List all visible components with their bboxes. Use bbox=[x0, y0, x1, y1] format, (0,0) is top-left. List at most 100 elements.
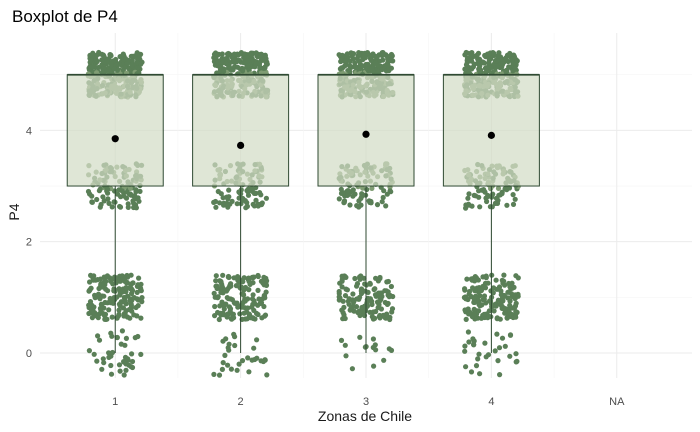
jitter-point bbox=[117, 368, 123, 374]
jitter-point bbox=[462, 286, 468, 292]
jitter-point bbox=[245, 355, 251, 361]
jitter-point bbox=[216, 316, 222, 323]
jitter-point bbox=[135, 297, 141, 303]
box bbox=[442, 74, 540, 187]
jitter-point bbox=[234, 201, 240, 207]
jitter-point bbox=[369, 301, 375, 308]
jitter-point bbox=[495, 297, 501, 303]
jitter-point bbox=[513, 351, 519, 357]
jitter-point bbox=[501, 278, 507, 284]
jitter-point bbox=[354, 283, 360, 289]
jitter-point bbox=[91, 351, 97, 357]
jitter-point bbox=[343, 353, 349, 359]
jitter-point bbox=[109, 204, 115, 210]
jitter-point bbox=[234, 367, 240, 373]
jitter-point bbox=[336, 288, 342, 295]
jitter-point bbox=[473, 363, 480, 369]
x-tick-label: 1 bbox=[112, 396, 118, 408]
jitter-point bbox=[462, 307, 468, 313]
jitter-point bbox=[234, 51, 240, 57]
jitter-point bbox=[342, 315, 348, 322]
jitter-point bbox=[350, 187, 356, 193]
jitter-point bbox=[462, 52, 468, 58]
jitter-point bbox=[507, 50, 513, 57]
jitter-point bbox=[503, 69, 509, 75]
jitter-point bbox=[88, 285, 94, 291]
jitter-point bbox=[498, 288, 504, 294]
jitter-point bbox=[381, 357, 387, 363]
jitter-point bbox=[129, 287, 136, 294]
jitter-point bbox=[96, 49, 102, 56]
jitter-point bbox=[378, 297, 384, 303]
jitter-point bbox=[356, 308, 362, 314]
jitter-point bbox=[483, 275, 489, 281]
jitter-point bbox=[216, 69, 222, 75]
jitter-point bbox=[129, 351, 135, 357]
jitter-point bbox=[94, 358, 100, 364]
jitter-point bbox=[108, 52, 114, 58]
jitter-point bbox=[106, 354, 112, 360]
jitter-point bbox=[502, 308, 508, 314]
jitter-point bbox=[248, 52, 255, 58]
jitter-point bbox=[339, 52, 345, 59]
jitter-point bbox=[100, 305, 106, 311]
jitter-point bbox=[492, 348, 498, 354]
jitter-point bbox=[471, 306, 477, 312]
jitter-point bbox=[212, 313, 218, 319]
jitter-point bbox=[211, 371, 217, 377]
jitter-point bbox=[96, 188, 102, 194]
jitter-point bbox=[500, 298, 506, 304]
jitter-point bbox=[117, 204, 124, 210]
jitter-point bbox=[389, 306, 396, 312]
jitter-point bbox=[240, 68, 246, 74]
jitter-point bbox=[261, 274, 267, 280]
jitter-point bbox=[382, 288, 388, 294]
jitter-point bbox=[463, 205, 469, 211]
jitter-point bbox=[214, 283, 220, 289]
jitter-point bbox=[513, 309, 519, 315]
jitter-point bbox=[119, 273, 125, 279]
jitter-point bbox=[135, 333, 141, 340]
jitter-point bbox=[227, 282, 233, 288]
jitter-point bbox=[353, 64, 359, 70]
jitter-point bbox=[367, 296, 373, 302]
jitter-point bbox=[211, 51, 218, 58]
jitter-point bbox=[94, 58, 100, 64]
jitter-point bbox=[344, 51, 350, 57]
jitter-point bbox=[464, 64, 470, 70]
jitter-point bbox=[514, 58, 520, 64]
jitter-point bbox=[250, 315, 256, 321]
jitter-point bbox=[218, 64, 224, 70]
jitter-point bbox=[138, 315, 144, 321]
jitter-point bbox=[477, 204, 483, 210]
jitter-point bbox=[232, 334, 238, 340]
jitter-point bbox=[510, 201, 517, 207]
jitter-point bbox=[222, 287, 228, 293]
jitter-point bbox=[91, 273, 97, 279]
jitter-point bbox=[212, 303, 218, 310]
jitter-point bbox=[466, 291, 472, 297]
jitter-point bbox=[351, 308, 357, 314]
jitter-point bbox=[129, 358, 136, 365]
jitter-point bbox=[513, 273, 519, 279]
jitter-point bbox=[106, 200, 112, 206]
jitter-point bbox=[358, 202, 364, 208]
jitter-point bbox=[219, 366, 225, 372]
jitter-point bbox=[372, 53, 378, 59]
jitter-point bbox=[260, 358, 266, 365]
jitter-point bbox=[345, 188, 351, 194]
jitter-point bbox=[245, 305, 251, 311]
jitter-point bbox=[108, 330, 114, 336]
jitter-point bbox=[476, 302, 482, 308]
mean-marker bbox=[237, 141, 245, 150]
jitter-point bbox=[505, 289, 511, 295]
jitter-point bbox=[350, 291, 356, 297]
jitter-point bbox=[120, 305, 126, 311]
jitter-point bbox=[371, 363, 377, 369]
jitter-point bbox=[231, 300, 237, 306]
jitter-point bbox=[224, 51, 231, 57]
jitter-point bbox=[215, 188, 221, 195]
jitter-point bbox=[506, 64, 512, 70]
jitter-point bbox=[480, 59, 486, 65]
jitter-point bbox=[472, 278, 478, 284]
